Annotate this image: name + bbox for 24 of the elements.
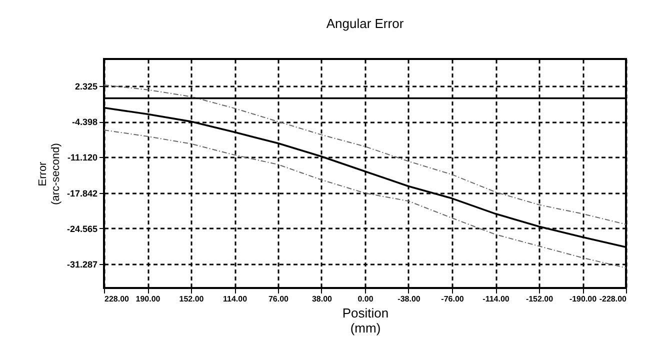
y-axis-title: Error (arc-second) <box>36 143 62 205</box>
chart-title: Angular Error <box>326 16 404 31</box>
line-series <box>104 84 626 225</box>
y-tick-label: -24.565 <box>66 224 98 234</box>
y-tick-label: -17.842 <box>66 188 98 198</box>
x-tick-label: -76.00 <box>441 294 464 304</box>
x-tick-label: 114.00 <box>222 294 248 304</box>
line-series <box>104 130 626 268</box>
y-tick-label: -4.398 <box>72 117 98 128</box>
x-tick-label: 0.00 <box>358 294 374 304</box>
x-tick-label: 152.00 <box>179 294 204 304</box>
x-tick-label: 190.00 <box>136 294 161 304</box>
x-tick-label: 76.00 <box>268 294 290 304</box>
y-tick-label: 2.325 <box>74 81 98 92</box>
x-tick-label: -228.00 <box>599 294 628 304</box>
x-tick-label: -152.00 <box>526 294 554 304</box>
x-tick-label: 228.00 <box>104 294 130 304</box>
x-tick-label: -114.00 <box>482 294 510 304</box>
y-tick-label: -11.120 <box>67 152 98 163</box>
x-axis-title: Position (mm) <box>342 306 389 336</box>
x-tick-label: -190.00 <box>569 294 598 304</box>
x-tick-label: -38.00 <box>398 294 421 304</box>
y-tick-label: -31.287 <box>66 260 98 270</box>
x-tick-label: 38.00 <box>312 294 333 304</box>
